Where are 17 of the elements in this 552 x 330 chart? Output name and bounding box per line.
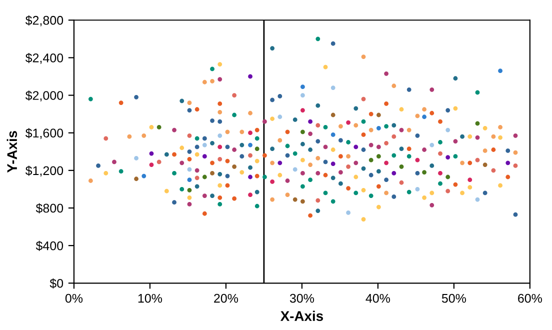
y-tick-label: $0 bbox=[50, 278, 64, 289]
x-tick-label: 10% bbox=[138, 294, 162, 303]
x-tick-label: 50% bbox=[442, 294, 466, 303]
y-tick-label: $2,800 bbox=[25, 15, 64, 26]
y-tick-label: $2,000 bbox=[25, 90, 64, 102]
y-tick-label: $800 bbox=[36, 203, 64, 214]
x-tick-label: 20% bbox=[214, 294, 238, 303]
y-tick-label: $2,400 bbox=[25, 52, 64, 64]
y-tick-label: $1,200 bbox=[25, 166, 64, 177]
x-tick-label: 30% bbox=[290, 294, 314, 303]
x-tick-label: 60% bbox=[518, 294, 542, 303]
y-tick-label: $1,600 bbox=[25, 128, 64, 139]
x-axis-title: X-Axis bbox=[280, 310, 323, 321]
x-tick-label: 0% bbox=[65, 294, 83, 303]
x-tick-label: 40% bbox=[366, 294, 390, 303]
y-tick-label: $400 bbox=[36, 240, 64, 251]
y-axis-title: Y-Axis bbox=[6, 130, 18, 173]
